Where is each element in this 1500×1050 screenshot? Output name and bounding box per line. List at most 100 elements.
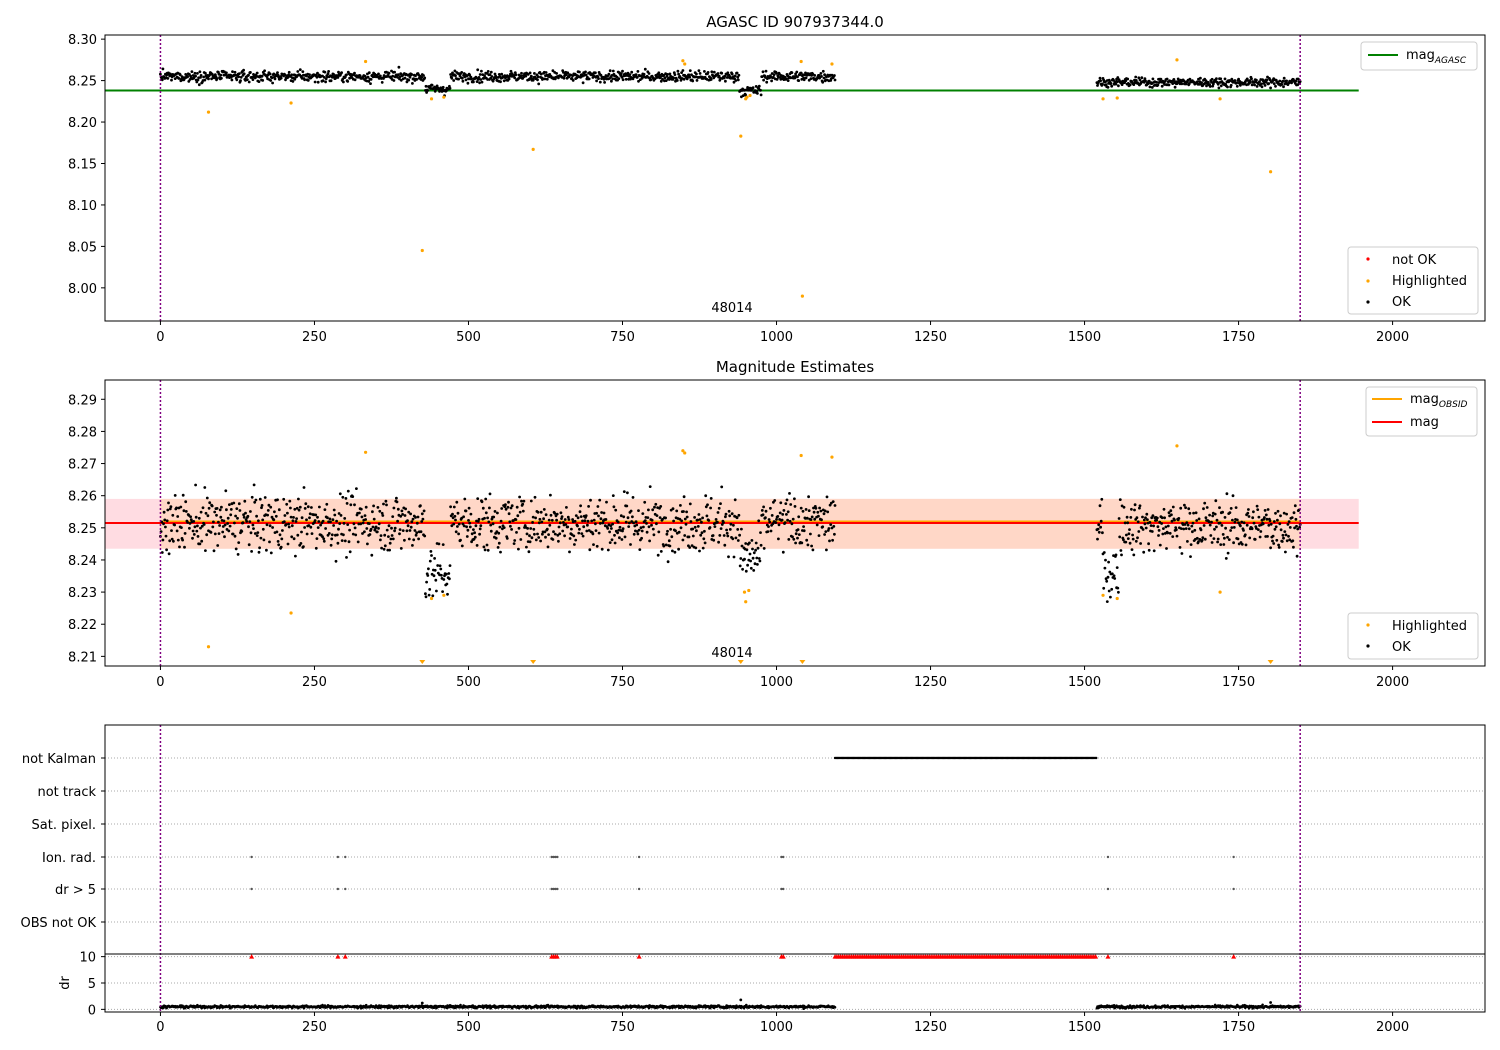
ion-rad-point — [250, 855, 253, 859]
ok-point — [348, 528, 351, 532]
legend-highlighted-2: Highlighted — [1392, 619, 1467, 634]
ok-point — [247, 80, 251, 84]
ok-point — [1132, 83, 1136, 86]
ok-point — [759, 88, 762, 92]
ok-point — [396, 73, 400, 77]
ok-point — [366, 542, 369, 546]
ok-point — [687, 73, 691, 77]
ok-point — [1130, 507, 1133, 511]
ok-point — [1174, 528, 1178, 532]
ok-point — [1256, 508, 1260, 511]
ok-point — [779, 501, 783, 505]
ok-point — [239, 75, 243, 79]
ok-point — [505, 537, 509, 540]
ok-point — [329, 79, 333, 83]
ok-point — [328, 517, 332, 521]
ok-point — [1143, 77, 1147, 81]
ok-point — [196, 72, 199, 75]
ok-point — [258, 497, 262, 501]
ok-point — [795, 70, 799, 74]
ok-point — [412, 538, 416, 542]
ok-point — [664, 543, 668, 547]
agasc-legend-bottom: not OK Highlighted OK — [1347, 246, 1479, 315]
ok-point — [210, 504, 214, 508]
ok-point — [740, 527, 743, 531]
ok-point — [410, 520, 414, 524]
ok-point — [270, 76, 274, 80]
ok-point — [822, 512, 826, 516]
ok-point — [370, 553, 374, 557]
ok-point — [586, 523, 589, 527]
ok-point — [557, 539, 560, 543]
ok-point — [1191, 521, 1195, 525]
ok-point — [788, 492, 791, 495]
ok-point — [568, 550, 571, 554]
ok-point — [1197, 517, 1201, 521]
ok-point — [1106, 85, 1110, 89]
ok-point — [300, 516, 304, 520]
ok-point — [433, 557, 436, 560]
ok-point — [532, 527, 536, 531]
ok-point — [351, 532, 355, 536]
ok-point — [460, 71, 464, 74]
ok-point — [756, 546, 760, 550]
ok-point — [1148, 521, 1152, 524]
ok-point — [260, 506, 263, 510]
ok-point — [476, 68, 480, 72]
ok-point — [648, 485, 652, 488]
ok-point — [1229, 83, 1233, 87]
ok-point — [1189, 543, 1193, 546]
ok-point — [1277, 543, 1280, 547]
ok-point — [600, 547, 604, 551]
ok-point — [427, 567, 430, 571]
ok-point — [665, 532, 669, 536]
ok-point — [737, 513, 741, 517]
ok-point — [277, 543, 281, 547]
ok-point — [664, 79, 668, 82]
ok-point — [661, 77, 664, 81]
ok-point — [480, 80, 484, 84]
ok-point — [279, 76, 283, 80]
ok-point — [736, 78, 740, 82]
ok-point — [207, 77, 210, 81]
ok-point — [1271, 539, 1274, 543]
ok-point — [460, 544, 464, 548]
ok-point — [534, 538, 538, 542]
ok-point — [1098, 504, 1102, 508]
ok-point — [411, 517, 415, 521]
ok-point — [331, 518, 335, 522]
ok-point — [671, 507, 675, 511]
ok-point — [741, 567, 744, 571]
ok-point — [804, 76, 808, 80]
ok-point — [512, 542, 516, 545]
ok-point — [452, 79, 456, 82]
ok-point — [1183, 503, 1186, 507]
highlighted-point — [429, 596, 434, 601]
highlighted-point — [363, 450, 368, 454]
ok-point — [1113, 577, 1117, 580]
ok-point — [1276, 518, 1279, 522]
ok-point — [1171, 505, 1175, 509]
ok-point — [353, 526, 357, 530]
ok-point — [830, 526, 834, 530]
ok-point — [251, 78, 255, 81]
ok-point — [1208, 513, 1211, 517]
ok-point — [169, 505, 173, 509]
ok-point — [463, 497, 467, 501]
ok-point — [670, 535, 674, 539]
ok-point — [186, 75, 190, 79]
ok-point — [679, 526, 683, 530]
ok-point — [1104, 558, 1107, 562]
ion-rad-point — [782, 855, 785, 859]
ok-point — [358, 511, 361, 515]
ok-point — [314, 513, 318, 517]
ok-point — [1213, 527, 1216, 531]
ok-point — [619, 514, 623, 518]
ok-point — [201, 506, 205, 510]
ok-point — [517, 526, 521, 530]
ok-point — [656, 553, 660, 557]
ok-point — [719, 502, 722, 505]
ok-point — [419, 504, 422, 508]
ok-point — [475, 544, 479, 547]
ok-point — [1293, 504, 1297, 508]
